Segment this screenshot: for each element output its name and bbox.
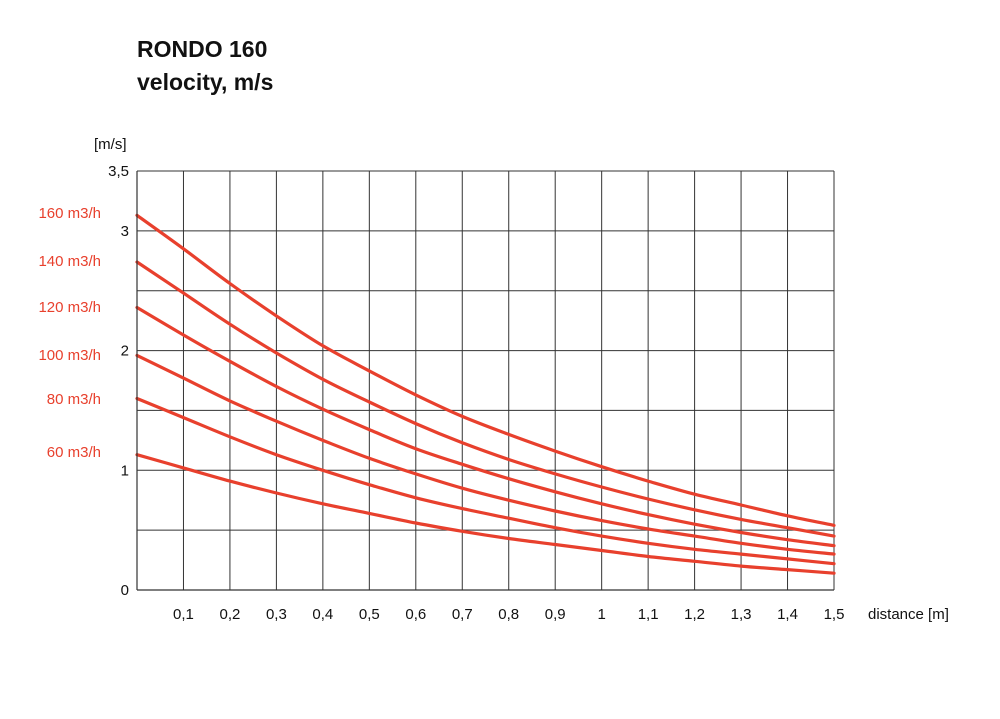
series-label: 160 m3/h: [38, 205, 101, 222]
x-axis-label: distance [m]: [868, 606, 949, 623]
x-tick-label: 0,3: [266, 606, 287, 623]
x-tick-label: 1,4: [777, 606, 798, 623]
x-tick-label: 0,8: [498, 606, 519, 623]
x-tick-label: 1,5: [824, 606, 845, 623]
series-labels: 160 m3/h 140 m3/h 120 m3/h 100 m3/h 80 m3/h 6…: [38, 205, 101, 461]
x-tick-label: 0,4: [312, 606, 333, 623]
y-tick-label: 1: [121, 462, 129, 479]
chart-title: RONDO 160: [137, 36, 268, 62]
x-tick-label: 0,5: [359, 606, 380, 623]
series-line: [135, 353, 836, 556]
y-tick-label: 2: [121, 343, 129, 360]
x-tick-label: 0,6: [405, 606, 426, 623]
y-tick-label: 3,5: [108, 163, 129, 180]
series-label: 100 m3/h: [38, 347, 101, 364]
series-label: 80 m3/h: [47, 391, 101, 408]
grid: [137, 170, 835, 590]
series-line: [135, 260, 836, 538]
series-label: 140 m3/h: [38, 253, 101, 270]
x-tick-label: 0,9: [545, 606, 566, 623]
y-axis-label: [m/s]: [94, 136, 127, 153]
x-tick-label: 1,2: [684, 606, 705, 623]
series-line: [135, 213, 836, 527]
series-label: 120 m3/h: [38, 299, 101, 316]
x-tick-label: 1: [597, 606, 605, 623]
y-tick-label: 3: [121, 223, 129, 240]
series-label: 60 m3/h: [47, 444, 101, 461]
y-tick-label: 0: [121, 582, 129, 599]
x-tick-label: 1,1: [638, 606, 659, 623]
series-lines: [135, 213, 836, 575]
x-tick-label: 1,3: [731, 606, 752, 623]
series-line: [135, 305, 836, 548]
series-line: [135, 453, 836, 575]
x-tick-label: 0,1: [173, 606, 194, 623]
axes: 0,1 0,2 0,3 0,4 0,5 0,6 0,7 0,8 0,9 1 1,1 1,2 1,3 1,4…: [94, 136, 949, 623]
x-tick-label: 0,2: [220, 606, 241, 623]
series-line: [135, 396, 836, 566]
chart-subtitle: velocity, m/s: [137, 69, 274, 95]
x-tick-label: 0,7: [452, 606, 473, 623]
